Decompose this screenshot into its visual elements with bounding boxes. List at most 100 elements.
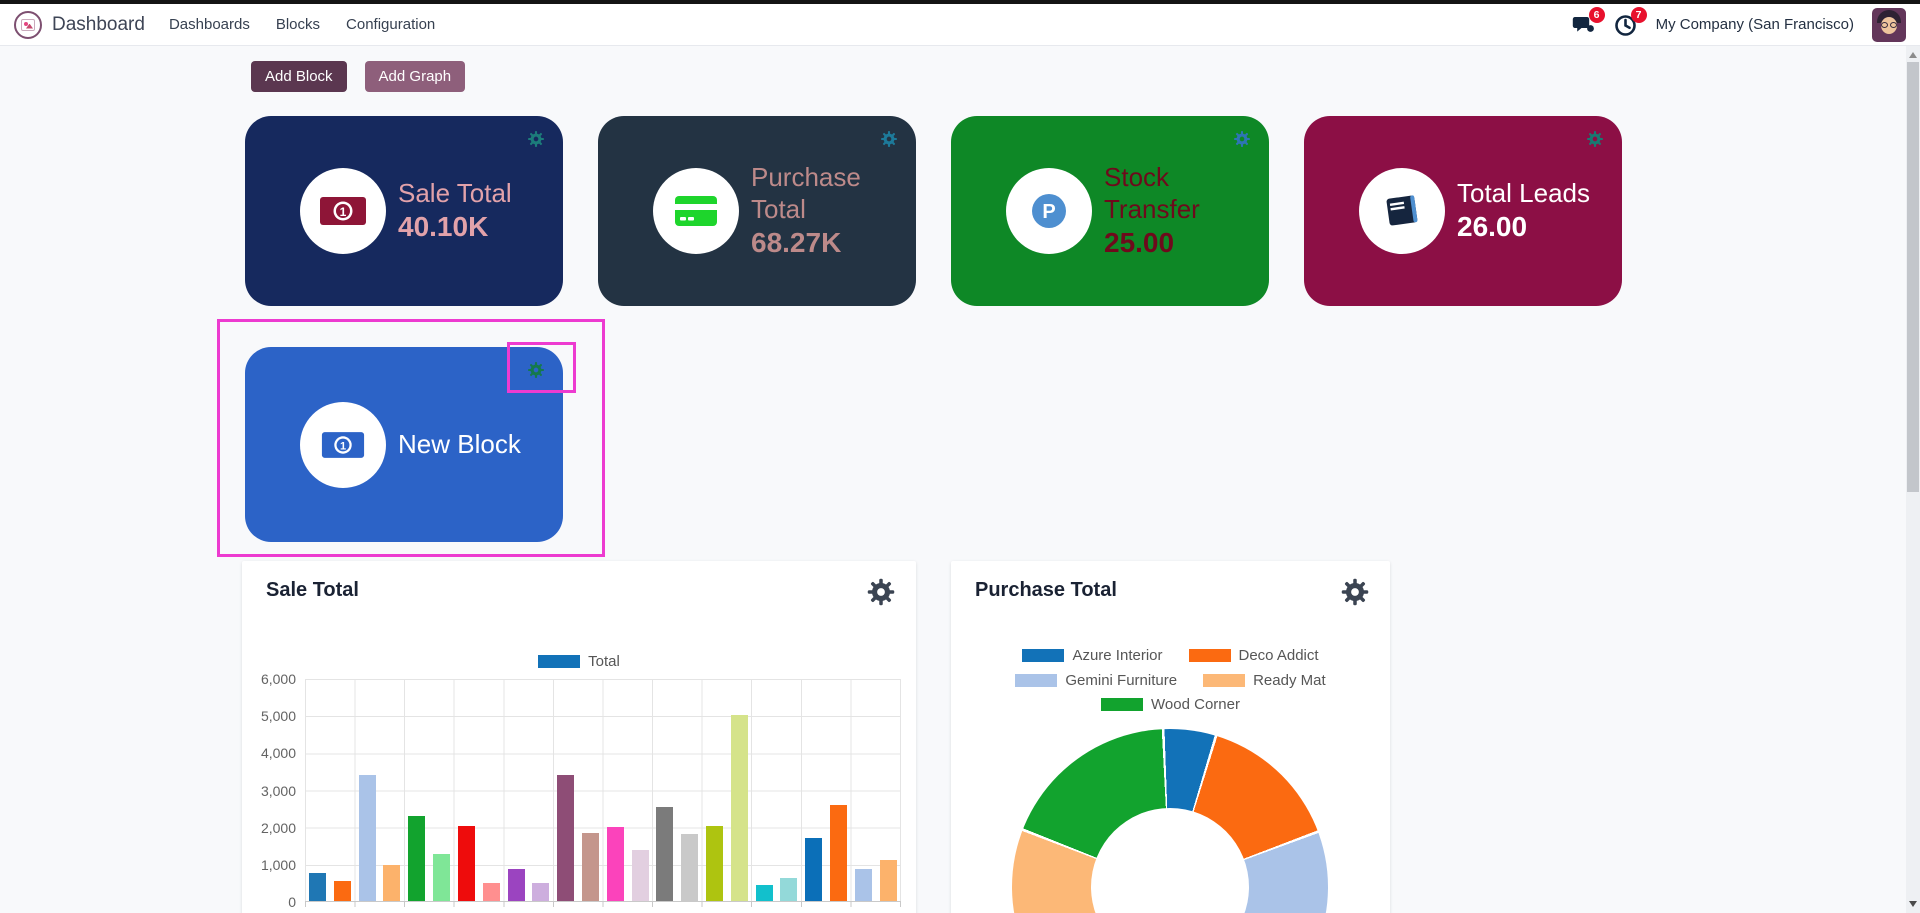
gear-icon[interactable] [1233,130,1251,148]
legend-item-wood-corner[interactable]: Wood Corner [1101,696,1240,713]
scrollbar-thumb[interactable] [1907,62,1919,492]
legend-swatch [1015,674,1058,687]
vertical-scrollbar [1906,46,1920,913]
money-bill-icon: 1 [321,431,365,458]
navbar: Dashboard Dashboards Blocks Configuratio… [0,4,1920,46]
purchase-total-chart-card: Purchase Total Azure Interior Deco Addict… [951,561,1390,913]
toolbar: Add Block Add Graph [251,61,466,92]
add-block-button[interactable]: Add Block [251,61,347,92]
y-tick-label: 2,000 [260,819,296,836]
bar-8[interactable] [482,883,500,901]
purchase-legend-row-3: Wood Corner [951,696,1390,713]
legend-item-ready-mat[interactable]: Ready Mat [1203,672,1326,689]
bar-18[interactable] [730,715,748,901]
window-top-strip [0,0,1920,4]
bar-16[interactable] [681,834,699,901]
kpi-icon-circle [653,168,739,254]
y-tick-label: 6,000 [260,671,296,687]
kpi-value: 25.00 [1104,226,1175,258]
bar-9[interactable] [507,869,525,901]
kpi-card-row: 1 Sale Total 40.10K Purchase Total 68.27… [245,116,1622,306]
purchase-donut[interactable] [1012,729,1328,913]
gear-icon[interactable] [527,130,545,148]
bar-20[interactable] [780,878,798,901]
bar-11[interactable] [557,775,575,901]
bar-23[interactable] [854,869,872,901]
kpi-title: Total Leads [1457,177,1590,208]
clock-icon [1614,14,1636,36]
menu-dashboards[interactable]: Dashboards [168,16,250,33]
gear-icon[interactable] [880,130,898,148]
kpi-icon-circle: 1 [300,168,386,254]
donut-hole [1091,808,1249,913]
kpi-title: Sale Total [398,177,512,208]
legend-swatch [1022,649,1065,662]
scrollbar-down-arrow[interactable] [1909,901,1917,907]
bar-5[interactable] [408,816,426,901]
sale-bar-plot [305,679,901,907]
kpi-card-total-leads[interactable]: Total Leads 26.00 [1304,116,1622,306]
y-tick-label: 1,000 [260,856,296,873]
bar-2[interactable] [333,881,351,901]
kpi-icon-circle: P [1006,168,1092,254]
menu-configuration[interactable]: Configuration [346,16,436,33]
activities-icon[interactable]: 7 [1614,6,1647,37]
legend-item-gemini-furniture[interactable]: Gemini Furniture [1015,672,1177,689]
bar-3[interactable] [358,775,376,901]
kpi-title: Stock Transfer [1104,162,1200,224]
bar-14[interactable] [631,850,649,901]
bar-24[interactable] [879,860,897,901]
bar-7[interactable] [457,826,475,901]
gear-icon[interactable] [1586,130,1604,148]
bar-6[interactable] [433,854,451,901]
add-graph-button[interactable]: Add Graph [364,61,466,92]
legend-item-deco-addict[interactable]: Deco Addict [1188,647,1319,664]
bar-19[interactable] [755,885,773,901]
kpi-card-sale-total[interactable]: 1 Sale Total 40.10K [245,116,563,306]
sale-y-axis: 6,000 5,000 4,000 3,000 2,000 1,000 0 [242,561,296,913]
legend-label: Total [588,653,620,670]
kpi-card-stock-transfer[interactable]: P Stock Transfer 25.00 [951,116,1269,306]
gear-icon[interactable] [527,361,545,379]
picture-icon [21,18,35,31]
bar-10[interactable] [532,883,550,901]
bar-22[interactable] [830,805,848,901]
legend-swatch [1101,698,1144,711]
svg-text:P: P [1042,201,1055,223]
kpi-value: 40.10K [398,211,489,243]
credit-card-icon [675,196,717,226]
gear-icon[interactable] [1340,577,1370,607]
user-avatar[interactable] [1872,7,1906,42]
legend-item-azure-interior[interactable]: Azure Interior [1022,647,1163,664]
app-brand[interactable]: Dashboard [14,10,145,39]
bar-1[interactable] [309,873,326,901]
legend-item-total[interactable]: Total [538,653,620,670]
kpi-title: Purchase Total [751,162,861,224]
svg-text:1: 1 [340,205,347,219]
messages-icon[interactable]: 6 [1572,6,1605,37]
scrollbar-up-arrow[interactable] [1909,52,1917,58]
gear-icon[interactable] [866,577,896,607]
menu-blocks[interactable]: Blocks [275,16,321,33]
legend-swatch [1203,674,1246,687]
purchase-legend-row-2: Gemini Furniture Ready Mat [951,672,1390,689]
bar-13[interactable] [606,827,624,901]
kpi-icon-circle [1359,168,1445,254]
kpi-card-new-block[interactable]: 1 New Block [245,347,563,542]
bar-4[interactable] [383,865,401,901]
bar-21[interactable] [805,838,823,901]
kpi-title: New Block [398,428,521,459]
legend-label: Wood Corner [1151,696,1240,713]
bar-12[interactable] [581,833,599,901]
money-bill-icon: 1 [320,197,366,225]
kpi-value: 26.00 [1457,211,1528,243]
legend-label: Azure Interior [1072,647,1163,664]
kpi-card-purchase-total[interactable]: Purchase Total 68.27K [598,116,916,306]
purchase-legend-row-1: Azure Interior Deco Addict [951,647,1390,664]
page-title: Dashboard [52,13,145,35]
bar-17[interactable] [706,826,723,901]
bar-15[interactable] [656,807,674,901]
company-switcher[interactable]: My Company (San Francisco) [1655,16,1854,33]
legend-label: Deco Addict [1238,647,1319,664]
legend-label: Gemini Furniture [1065,672,1178,689]
